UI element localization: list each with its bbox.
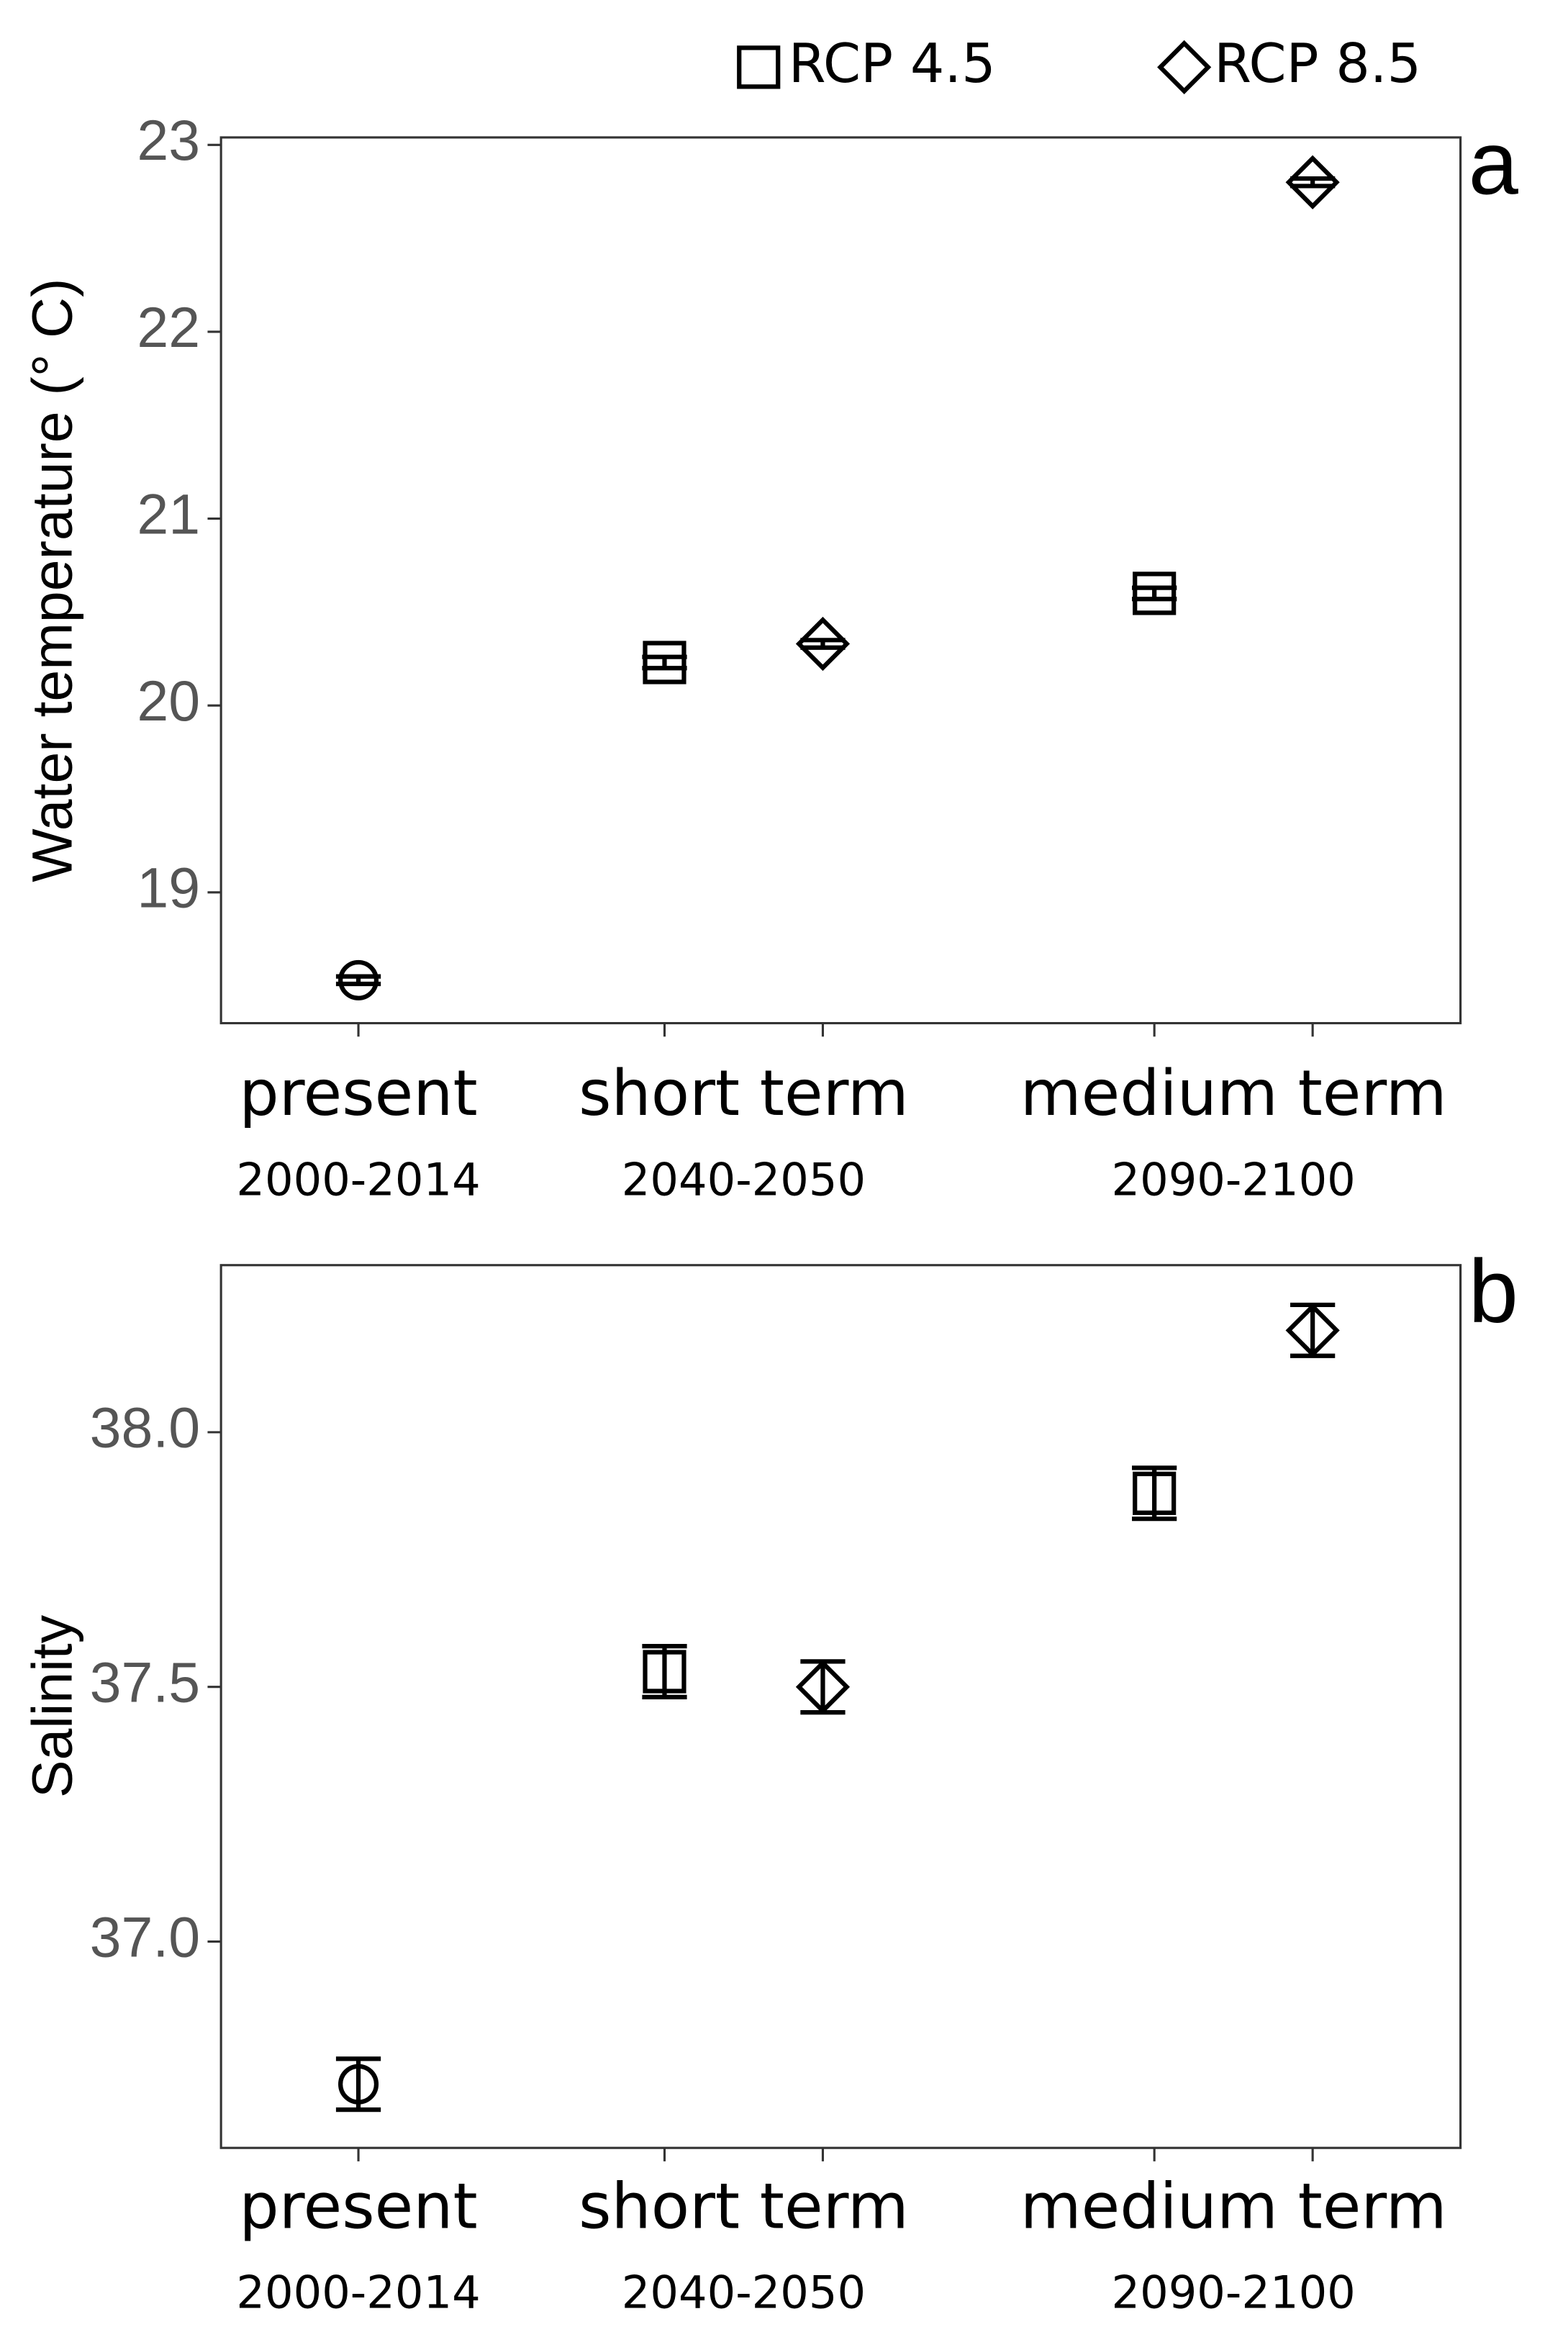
x-category-label: medium term — [1020, 1057, 1447, 1130]
y-tick-label: 22 — [137, 296, 200, 359]
point — [1133, 571, 1177, 615]
y-tick-label: 19 — [137, 857, 200, 920]
point — [1133, 1471, 1177, 1515]
point — [1285, 1303, 1340, 1357]
x-category-label: short term — [579, 2169, 909, 2243]
y-tick-label: 20 — [137, 669, 200, 733]
panel-label: a — [1469, 113, 1519, 213]
y-tick-label: 38.0 — [90, 1396, 200, 1460]
point — [643, 1650, 686, 1694]
y-axis-title: Salinity — [21, 1614, 84, 1798]
x-period-label: 2090-2100 — [1111, 2267, 1355, 2319]
plot-frame — [219, 1264, 1462, 2149]
legend-label: RCP 8.5 — [1214, 32, 1421, 95]
legend-marker — [1157, 40, 1212, 95]
point — [338, 2064, 379, 2105]
plot-frame — [219, 136, 1462, 1025]
x-category-label: present — [239, 2169, 477, 2243]
x-category-label: present — [239, 1057, 477, 1130]
x-period-label: 2040-2050 — [622, 2267, 866, 2319]
y-tick-label: 37.5 — [90, 1651, 200, 1714]
point — [643, 641, 686, 684]
y-tick-label: 23 — [137, 109, 200, 172]
y-axis-title: Water temperature (° C) — [21, 279, 84, 882]
x-period-label: 2040-2050 — [622, 1154, 866, 1206]
x-period-label: 2090-2100 — [1111, 1154, 1355, 1206]
panel-label: b — [1469, 1241, 1518, 1341]
point — [338, 959, 379, 1000]
y-tick-label: 21 — [137, 482, 200, 546]
point — [795, 1660, 851, 1714]
y-tick-label: 37.0 — [90, 1905, 200, 1969]
x-category-label: medium term — [1020, 2169, 1447, 2243]
point — [1285, 155, 1340, 209]
legend-label: RCP 4.5 — [789, 32, 996, 95]
x-period-label: 2000-2014 — [236, 2267, 480, 2319]
x-category-label: short term — [579, 1057, 909, 1130]
point — [795, 616, 851, 672]
legend-marker — [737, 45, 781, 89]
x-period-label: 2000-2014 — [236, 1154, 480, 1206]
